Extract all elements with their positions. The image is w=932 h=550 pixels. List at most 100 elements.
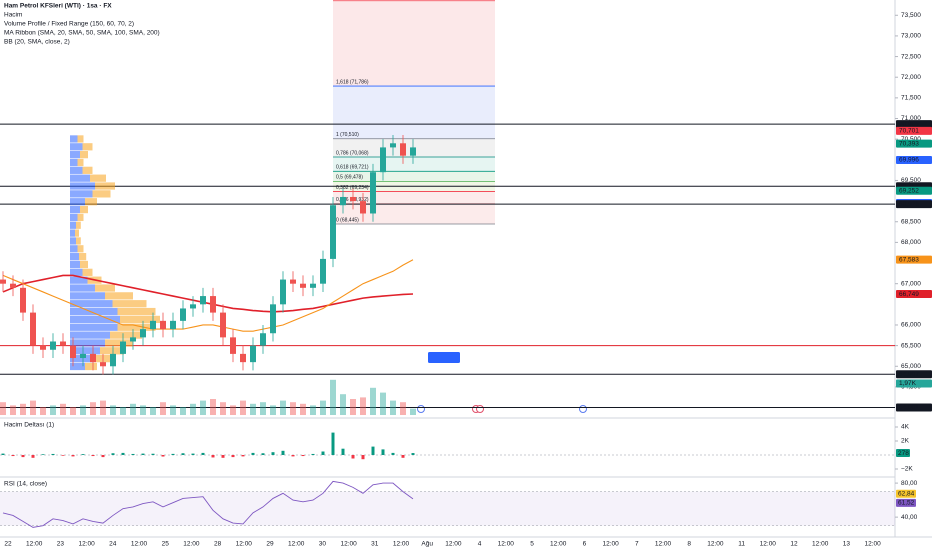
volume-profile-row bbox=[76, 221, 81, 229]
price-badge-label: 68,926 bbox=[899, 201, 919, 208]
candle-body bbox=[100, 362, 106, 367]
y-tick-label: 69,500 bbox=[901, 177, 921, 184]
volume-bar bbox=[60, 403, 66, 415]
x-tick-label: 31 bbox=[371, 541, 379, 548]
candle-body bbox=[90, 353, 96, 363]
volume-bar bbox=[390, 400, 396, 415]
volume-profile-row bbox=[85, 362, 97, 371]
delta-bar bbox=[71, 455, 75, 457]
volume-bar bbox=[210, 399, 216, 415]
volume-profile-row bbox=[92, 355, 111, 363]
delta-bar bbox=[161, 455, 165, 457]
x-tick-label: 12:00 bbox=[26, 541, 43, 548]
volume-profile-row bbox=[70, 166, 83, 174]
delta-bar bbox=[301, 455, 305, 457]
volume-profile-row bbox=[80, 205, 88, 214]
fib-label: 1,618 (71,786) bbox=[336, 79, 369, 85]
x-tick-label: 12:00 bbox=[707, 541, 724, 548]
delta-bar bbox=[331, 432, 335, 455]
volume-profile-row bbox=[105, 292, 133, 300]
fib-label: 0 (68,445) bbox=[336, 217, 359, 223]
candle-body bbox=[300, 283, 306, 288]
y-tick-label: 68,000 bbox=[901, 239, 921, 246]
x-tick-label: 12 bbox=[790, 541, 798, 548]
event-icon[interactable] bbox=[417, 405, 425, 413]
volume-profile-row bbox=[92, 190, 111, 198]
delta-bar bbox=[191, 453, 195, 455]
candle-body bbox=[30, 312, 36, 346]
candle-body bbox=[180, 308, 186, 321]
price-badge-label: 70,701 bbox=[899, 128, 919, 135]
volume-profile-row bbox=[70, 292, 105, 300]
volume-bar bbox=[400, 402, 406, 415]
delta-bar bbox=[41, 454, 45, 455]
volume-bar bbox=[380, 392, 386, 415]
volume-bar bbox=[370, 387, 376, 415]
delta-bar bbox=[361, 455, 365, 460]
price-badge bbox=[896, 155, 932, 164]
volume-profile-row bbox=[85, 198, 97, 206]
rsi-badge-label: 61,52 bbox=[898, 500, 915, 507]
volume-bar bbox=[270, 405, 276, 415]
volume-profile-row bbox=[70, 229, 75, 237]
delta-bar bbox=[351, 455, 355, 459]
volume-bar bbox=[110, 405, 116, 415]
y-tick-label: 72,500 bbox=[901, 53, 921, 60]
indicator-label: Hacim bbox=[4, 12, 22, 19]
volume-bar bbox=[150, 407, 156, 415]
delta-bar bbox=[411, 453, 415, 455]
volume-bar bbox=[130, 403, 136, 415]
volume-bar bbox=[70, 407, 76, 415]
candle-body bbox=[130, 337, 136, 342]
price-badge-label: 69,996 bbox=[899, 157, 919, 164]
price-badge bbox=[896, 255, 932, 264]
candle-body bbox=[220, 312, 226, 338]
rsi-badge-label: 62,84 bbox=[898, 490, 915, 497]
delta-bar bbox=[321, 451, 325, 455]
x-tick-label: 12:00 bbox=[131, 541, 148, 548]
price-badge-label: 1,97K bbox=[899, 380, 917, 387]
volume-profile-row bbox=[70, 198, 85, 206]
price-badge bbox=[896, 186, 932, 195]
candle-body bbox=[280, 279, 286, 305]
volume-profile-row bbox=[82, 143, 93, 151]
volume-profile-row bbox=[70, 174, 90, 182]
fib-label: 1 (70,510) bbox=[336, 132, 359, 138]
x-tick-label: 24 bbox=[109, 541, 117, 548]
x-tick-label: 7 bbox=[635, 541, 639, 548]
delta-bar bbox=[111, 453, 115, 455]
volume-bar bbox=[230, 405, 236, 415]
delta-bar bbox=[131, 453, 135, 455]
candle-body bbox=[270, 304, 276, 334]
volume-bar bbox=[320, 400, 326, 415]
rsi-band bbox=[0, 491, 895, 526]
volume-bar bbox=[300, 403, 306, 415]
x-tick-label: 12:00 bbox=[288, 541, 305, 548]
event-icon[interactable] bbox=[579, 405, 587, 413]
volume-profile-row bbox=[70, 300, 113, 308]
delta-bar bbox=[121, 452, 125, 455]
delta-bar bbox=[61, 455, 65, 456]
x-tick-label: 12:00 bbox=[78, 541, 95, 548]
candle-body bbox=[50, 341, 56, 350]
volume-profile-row bbox=[75, 229, 79, 237]
candle-body bbox=[350, 196, 356, 202]
volume-profile-row bbox=[112, 300, 147, 308]
volume-bar bbox=[190, 403, 196, 415]
event-icon[interactable] bbox=[476, 405, 484, 413]
candle-body bbox=[190, 304, 196, 309]
x-tick-label: 5 bbox=[530, 541, 534, 548]
delta-bar bbox=[231, 455, 235, 458]
delta-bar bbox=[181, 453, 185, 455]
x-tick-label: 12:00 bbox=[655, 541, 672, 548]
delta-bar bbox=[251, 452, 255, 455]
fib-zone bbox=[333, 156, 495, 172]
delta-bar bbox=[141, 453, 145, 455]
delta-bar bbox=[291, 455, 295, 457]
x-tick-label: 12:00 bbox=[340, 541, 357, 548]
x-tick-label: 12:00 bbox=[183, 541, 200, 548]
y-tick-label: 71,000 bbox=[901, 115, 921, 122]
delta-bar bbox=[271, 452, 275, 455]
y-tick-label: 4K bbox=[901, 424, 910, 431]
volume-profile-row bbox=[70, 355, 93, 363]
